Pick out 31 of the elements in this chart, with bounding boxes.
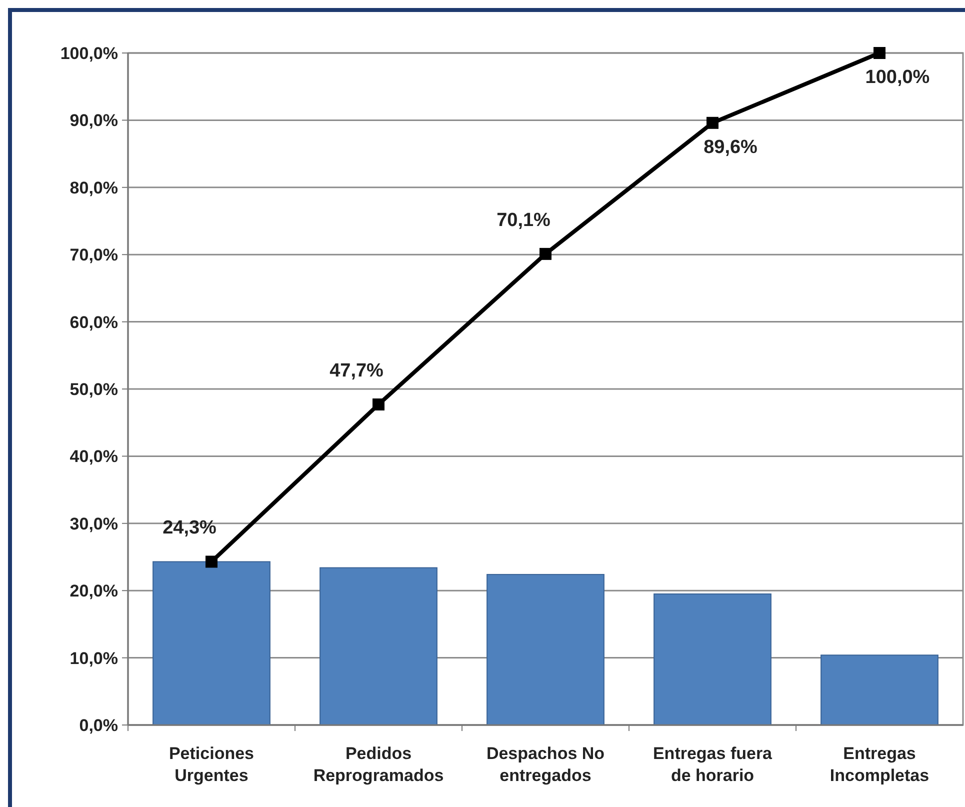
- point: [540, 248, 552, 260]
- data-label: 100,0%: [865, 67, 930, 88]
- point: [372, 398, 384, 410]
- point: [706, 116, 718, 129]
- y-tick-label: 70,0%: [70, 246, 118, 265]
- x-tick-label: Pedidos Reprogramados: [313, 744, 444, 785]
- y-tick-label: 90,0%: [70, 111, 118, 130]
- y-tick-label: 0,0%: [79, 716, 118, 735]
- bar: [820, 654, 938, 726]
- x-tick-label: Despachos No entregados: [486, 744, 605, 785]
- bar: [152, 561, 270, 726]
- bar: [654, 593, 772, 726]
- data-label: 70,1%: [496, 210, 551, 231]
- data-label: 89,6%: [704, 136, 758, 158]
- bar: [486, 574, 604, 726]
- x-tick-label: Peticiones Urgentes: [168, 744, 254, 785]
- x-tick-label: Entregas Incompletas: [830, 744, 930, 785]
- y-tick-label: 50,0%: [70, 380, 118, 399]
- y-tick-label: 60,0%: [70, 312, 118, 332]
- bar: [320, 567, 438, 726]
- data-label: 24,3%: [162, 518, 217, 539]
- y-tick-label: 30,0%: [70, 514, 118, 534]
- y-tick-label: 40,0%: [70, 447, 118, 466]
- y-tick-label: 80,0%: [70, 178, 118, 198]
- y-tick-label: 100,0%: [60, 44, 118, 63]
- y-tick-label: 10,0%: [70, 648, 118, 668]
- y-tick-label: 20,0%: [70, 582, 118, 601]
- data-label: 47,7%: [330, 360, 384, 382]
- x-tick-label: Entregas fuera de horario: [652, 744, 773, 785]
- point: [206, 556, 218, 568]
- point: [874, 47, 886, 59]
